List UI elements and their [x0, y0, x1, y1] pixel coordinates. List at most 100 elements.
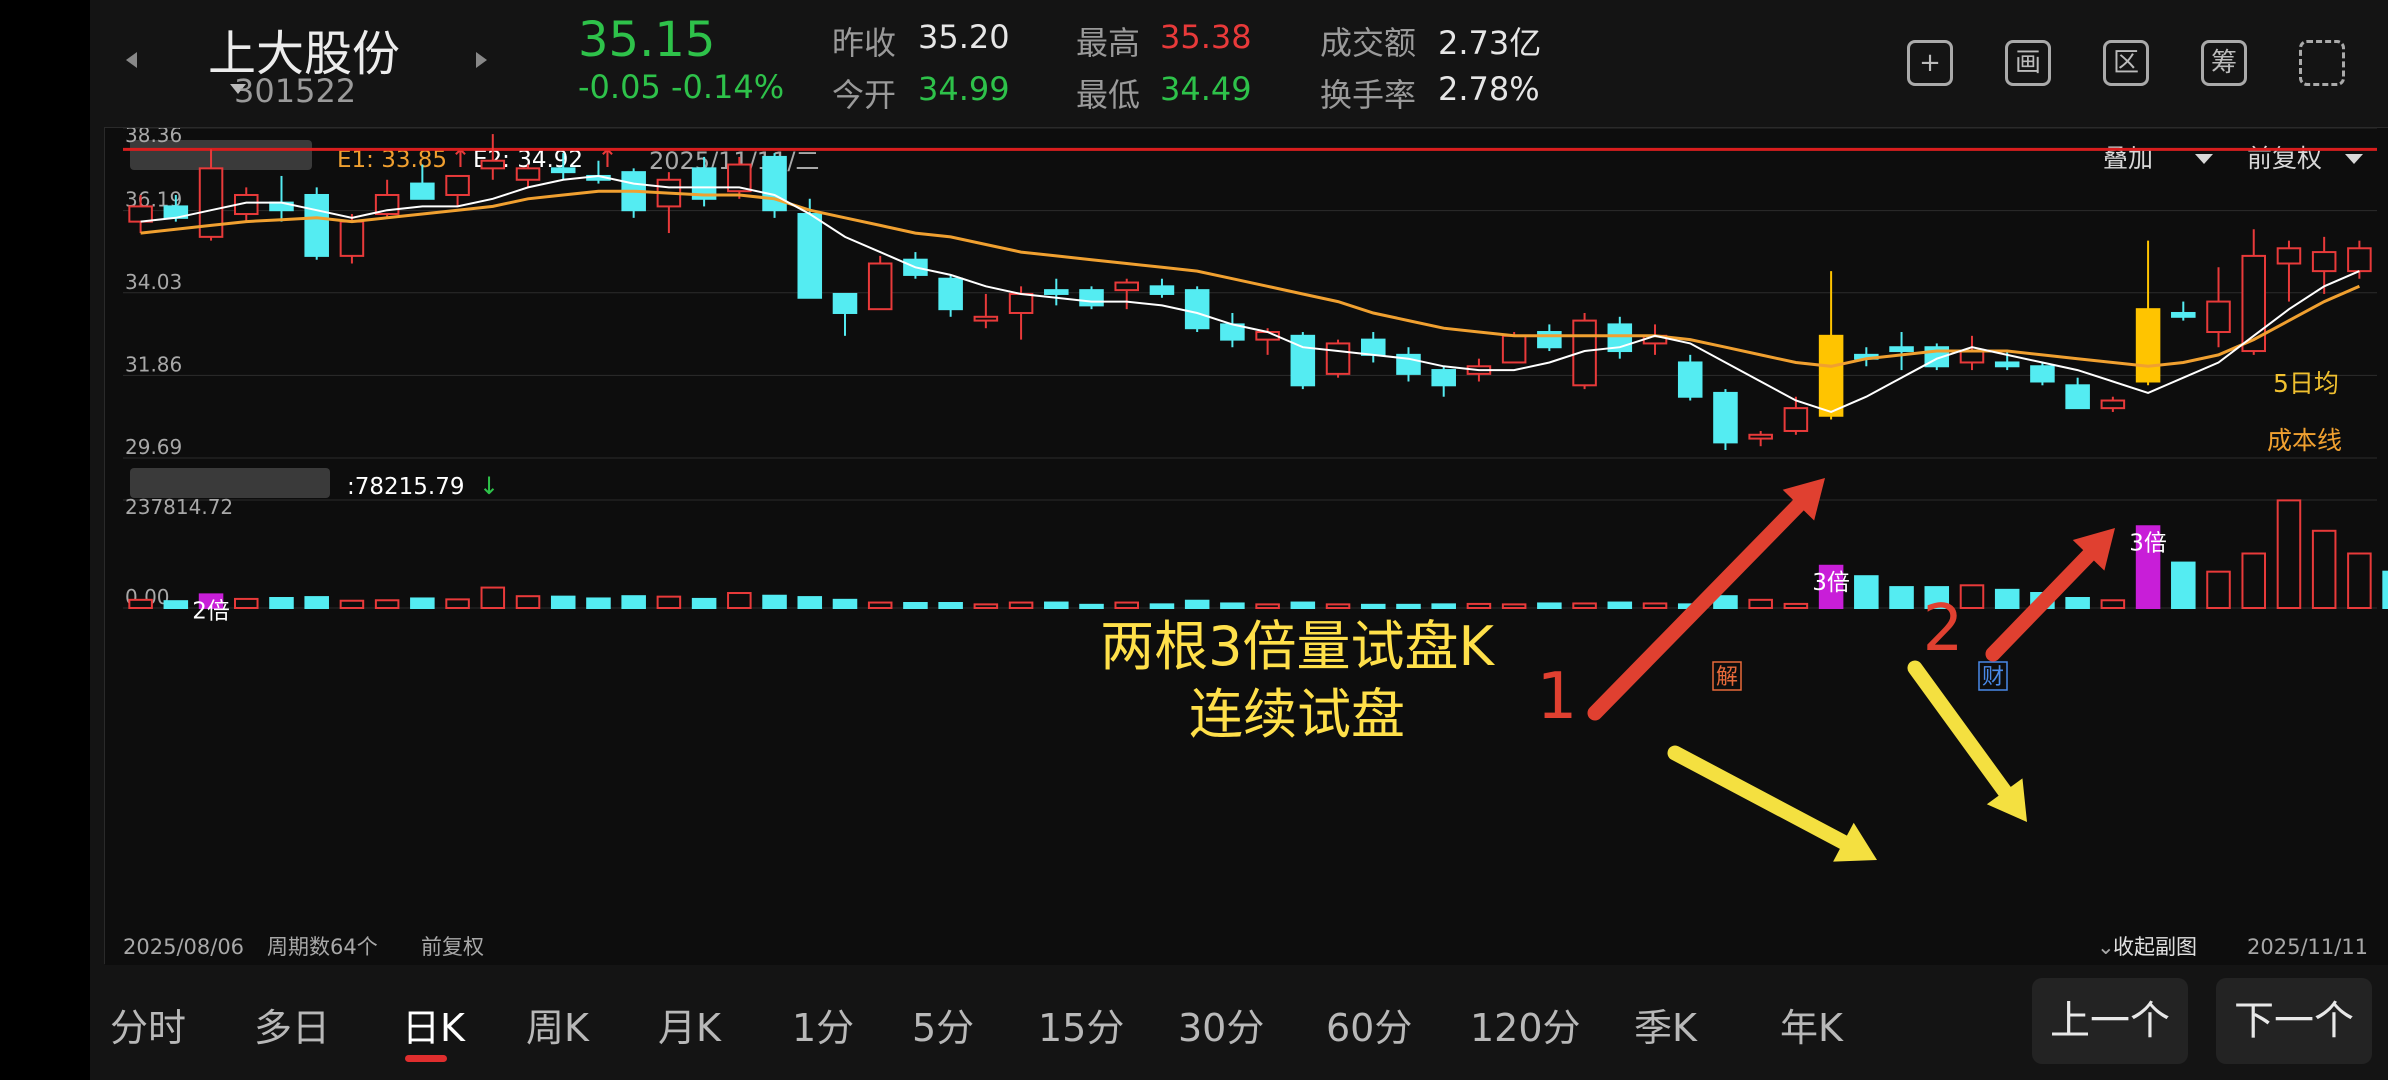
open-label: 今开	[832, 76, 897, 114]
price-tick-label: 31.86	[125, 352, 182, 376]
range-icon[interactable]: 区	[2103, 40, 2149, 86]
candle-body	[727, 163, 752, 193]
tab-2[interactable]: 日K	[402, 1006, 465, 1050]
active-tab-indicator	[405, 1055, 447, 1062]
tab-4[interactable]: 月K	[658, 1006, 721, 1050]
candle	[2135, 240, 2161, 386]
tab-10[interactable]: 120分	[1470, 1006, 1581, 1050]
candle-body	[550, 167, 576, 174]
amount-value: 2.73亿	[1438, 24, 1542, 62]
candle-body	[1818, 334, 1844, 417]
candle	[797, 198, 823, 299]
tab-9[interactable]: 60分	[1326, 1006, 1413, 1050]
candles	[128, 134, 2372, 451]
tab-0[interactable]: 分时	[110, 1006, 187, 1050]
tab-12[interactable]: 年K	[1780, 1006, 1843, 1050]
prev-close-label: 昨收	[832, 24, 897, 62]
period-tabs	[90, 985, 2388, 1080]
candle-body	[1184, 289, 1210, 330]
tab-7[interactable]: 15分	[1038, 1006, 1125, 1050]
tab-6[interactable]: 5分	[912, 1006, 975, 1050]
volume-bar	[1114, 601, 1140, 610]
high-label: 最高	[1076, 24, 1141, 62]
candle-body	[1114, 281, 1140, 292]
event-badge-jie	[1712, 661, 1742, 691]
volume-bar	[1959, 584, 1985, 609]
volume-bar	[1572, 602, 1597, 609]
arrow-shaft	[1985, 547, 2097, 662]
volume-bar	[2276, 499, 2302, 609]
candle	[1818, 271, 1844, 420]
volume-bar	[2382, 570, 2388, 609]
volume-bar	[938, 602, 963, 610]
chips-icon[interactable]: 筹	[2201, 40, 2247, 86]
tab-8[interactable]: 30分	[1178, 1006, 1265, 1050]
chart-footer: 2025/08/06 周期数64个 前复权 ⌄ 收起副图 2025/11/11	[123, 935, 2368, 959]
volume-bar	[1889, 586, 1914, 610]
candle-body	[1889, 346, 1914, 353]
tab-5[interactable]: 1分	[792, 1006, 855, 1050]
candle-body	[2347, 247, 2372, 273]
candle-body	[1994, 361, 2020, 368]
volume-multiple-tag: 3倍	[1812, 570, 1850, 596]
draw-icon[interactable]: 画	[2005, 40, 2051, 86]
arrow-shaft	[1587, 497, 1806, 721]
volume-pane-header: :78215.79 ↓	[123, 460, 2388, 500]
candle-body	[1677, 361, 1703, 398]
candle	[1889, 332, 1914, 371]
volume-bar	[410, 597, 435, 610]
chevron-down-icon[interactable]	[230, 84, 246, 94]
prev-stock-button[interactable]: 上一个	[2032, 978, 2188, 1064]
app-window: 上大股份 301522 35.15 -0.05 -0.14% 昨收 35.20 …	[90, 0, 2388, 1080]
previous-stock-icon[interactable]	[126, 52, 137, 68]
volume-bar	[1079, 603, 1104, 609]
event-badge-cai-text: 财	[1982, 665, 2004, 690]
candle-body	[2100, 399, 2126, 410]
chart-panel[interactable]: E1: 33.85 E2: 34.92 ↑ ↑ 2025/11/11/二 叠加 …	[104, 123, 2388, 965]
next-stock-button[interactable]: 下一个	[2216, 978, 2372, 1064]
e2-up-arrow-icon: ↑	[597, 144, 618, 173]
candle-body	[2206, 300, 2231, 334]
volume-bar	[1994, 588, 2020, 609]
candle	[1748, 430, 1773, 447]
volume-bar	[832, 598, 858, 609]
candle	[727, 156, 752, 199]
tab-3[interactable]: 周K	[526, 1006, 589, 1050]
next-stock-icon[interactable]	[476, 52, 487, 68]
candle-body	[1149, 285, 1175, 295]
volume-bar	[1537, 602, 1562, 609]
stock-code[interactable]: 301522	[234, 72, 357, 110]
e1-label: E1: 33.85	[337, 147, 447, 173]
tab-11[interactable]: 季K	[1634, 1006, 1697, 1050]
volume-bar	[973, 603, 999, 609]
annotation-layer: 两根3倍量试盘K 连续试盘 1 2 解 财 2倍 3倍 3倍	[192, 478, 2167, 862]
candle	[1325, 339, 1351, 378]
volume-bars	[128, 499, 2388, 610]
change-percent: -0.14%	[670, 68, 785, 106]
volume-bar	[1924, 586, 1950, 610]
candle-body	[2030, 365, 2055, 383]
volume-bar	[550, 595, 576, 610]
open-value: 34.99	[918, 70, 1010, 108]
volume-bar	[1501, 603, 1527, 609]
volume-header-strip	[123, 460, 2388, 500]
low-label: 最低	[1076, 76, 1141, 114]
volume-bar	[2135, 525, 2161, 609]
candle-body	[1431, 369, 1456, 387]
volume-bar	[1044, 601, 1069, 610]
collapse-subchart-button[interactable]: 收起副图	[2113, 935, 2197, 959]
candle-body	[1537, 331, 1562, 349]
candle-body	[867, 262, 893, 311]
kline-chart[interactable]: E1: 33.85 E2: 34.92 ↑ ↑ 2025/11/11/二 叠加 …	[105, 123, 2388, 965]
candle	[1290, 332, 1316, 390]
landscape-icon[interactable]	[2299, 40, 2345, 86]
candle	[832, 292, 858, 336]
candle-body	[1360, 338, 1386, 356]
candle	[2276, 240, 2302, 302]
current-price: 35.15	[578, 12, 716, 68]
tab-1[interactable]: 多日	[254, 1006, 331, 1050]
candle	[1184, 286, 1210, 333]
price-tick-label: 29.69	[125, 435, 182, 459]
add-icon[interactable]: +	[1907, 40, 1953, 86]
candle-body	[1325, 342, 1351, 375]
